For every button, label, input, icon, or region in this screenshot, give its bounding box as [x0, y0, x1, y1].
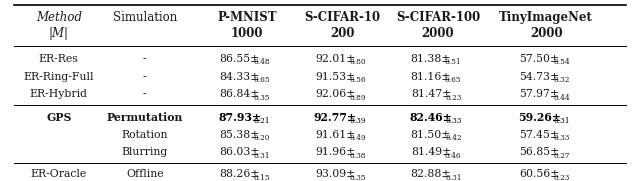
Text: 0.21: 0.21 [254, 117, 270, 125]
Text: 0.15: 0.15 [254, 174, 271, 181]
Text: -: - [143, 54, 147, 64]
Text: 92.06±: 92.06± [315, 89, 356, 99]
Text: 2000: 2000 [422, 27, 454, 40]
Text: 84.33±: 84.33± [220, 72, 260, 82]
Text: 86.03±: 86.03± [220, 147, 260, 157]
Text: 0.89: 0.89 [349, 94, 366, 102]
Text: 91.53±: 91.53± [316, 72, 355, 82]
Text: ER-Res: ER-Res [39, 54, 79, 64]
Text: 200: 200 [330, 27, 355, 40]
Text: Permutation: Permutation [107, 112, 183, 123]
Text: 86.84±: 86.84± [220, 89, 260, 99]
Text: Offline: Offline [126, 169, 164, 179]
Text: 91.96±: 91.96± [316, 147, 355, 157]
Text: 0.33: 0.33 [554, 134, 570, 142]
Text: 0.20: 0.20 [254, 134, 270, 142]
Text: 81.49±: 81.49± [411, 147, 451, 157]
Text: 81.38±: 81.38± [411, 54, 451, 64]
Text: GPS: GPS [46, 112, 72, 123]
Text: 82.88±: 82.88± [411, 169, 451, 179]
Text: ER-Oracle: ER-Oracle [31, 169, 87, 179]
Text: 0.51: 0.51 [445, 58, 461, 66]
Text: 92.01±: 92.01± [315, 54, 356, 64]
Text: 0.80: 0.80 [349, 58, 366, 66]
Text: 88.26±: 88.26± [220, 169, 260, 179]
Text: 81.50±: 81.50± [411, 130, 451, 140]
Text: 81.47±: 81.47± [411, 89, 451, 99]
Text: 0.23: 0.23 [445, 94, 461, 102]
Text: Method: Method [36, 11, 82, 24]
Text: 57.45±: 57.45± [519, 130, 559, 140]
Text: 0.31: 0.31 [254, 151, 270, 160]
Text: 0.54: 0.54 [553, 58, 570, 66]
Text: 0.42: 0.42 [445, 134, 461, 142]
Text: S-CIFAR-10: S-CIFAR-10 [304, 11, 380, 24]
Text: -: - [143, 72, 147, 82]
Text: 0.56: 0.56 [349, 76, 366, 84]
Text: 82.46±: 82.46± [410, 112, 452, 123]
Text: Simulation: Simulation [113, 11, 177, 24]
Text: P-MNIST: P-MNIST [217, 11, 276, 24]
Text: 0.49: 0.49 [349, 134, 366, 142]
Text: 2000: 2000 [530, 27, 563, 40]
Text: 59.26±: 59.26± [518, 112, 561, 123]
Text: 57.50±: 57.50± [519, 54, 559, 64]
Text: 0.31: 0.31 [445, 174, 461, 181]
Text: ER-Ring-Full: ER-Ring-Full [24, 72, 94, 82]
Text: ER-Hybrid: ER-Hybrid [29, 89, 88, 99]
Text: 0.65: 0.65 [254, 76, 271, 84]
Text: 56.85±: 56.85± [519, 147, 559, 157]
Text: TinyImageNet: TinyImageNet [499, 11, 593, 24]
Text: 0.31: 0.31 [554, 117, 570, 125]
Text: 1000: 1000 [230, 27, 263, 40]
Text: 0.38: 0.38 [349, 151, 366, 160]
Text: 87.93±: 87.93± [218, 112, 261, 123]
Text: 0.27: 0.27 [554, 151, 570, 160]
Text: Rotation: Rotation [122, 130, 168, 140]
Text: 81.16±: 81.16± [411, 72, 451, 82]
Text: 0.46: 0.46 [445, 151, 461, 160]
Text: 0.23: 0.23 [554, 174, 570, 181]
Text: 0.35: 0.35 [349, 174, 366, 181]
Text: 0.39: 0.39 [349, 117, 366, 125]
Text: 91.61±: 91.61± [315, 130, 356, 140]
Text: 0.65: 0.65 [445, 76, 461, 84]
Text: S-CIFAR-100: S-CIFAR-100 [396, 11, 480, 24]
Text: Blurring: Blurring [122, 147, 168, 157]
Text: 86.55±: 86.55± [220, 54, 260, 64]
Text: 85.38±: 85.38± [220, 130, 260, 140]
Text: 0.35: 0.35 [254, 94, 270, 102]
Text: 60.56±: 60.56± [519, 169, 559, 179]
Text: 0.33: 0.33 [445, 117, 461, 125]
Text: 54.73±: 54.73± [519, 72, 559, 82]
Text: 92.77±: 92.77± [314, 112, 357, 123]
Text: 0.48: 0.48 [254, 58, 271, 66]
Text: 0.32: 0.32 [554, 76, 570, 84]
Text: 0.44: 0.44 [553, 94, 570, 102]
Text: |M|: |M| [49, 27, 68, 40]
Text: 57.97±: 57.97± [519, 89, 559, 99]
Text: 93.09±: 93.09± [316, 169, 355, 179]
Text: -: - [143, 89, 147, 99]
